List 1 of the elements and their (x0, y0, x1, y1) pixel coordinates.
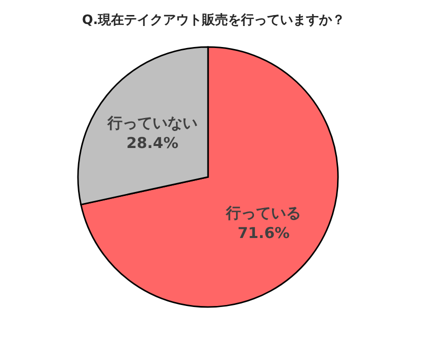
title: Q.現在テイクアウト販売を行っていますか？ (82, 13, 345, 28)
